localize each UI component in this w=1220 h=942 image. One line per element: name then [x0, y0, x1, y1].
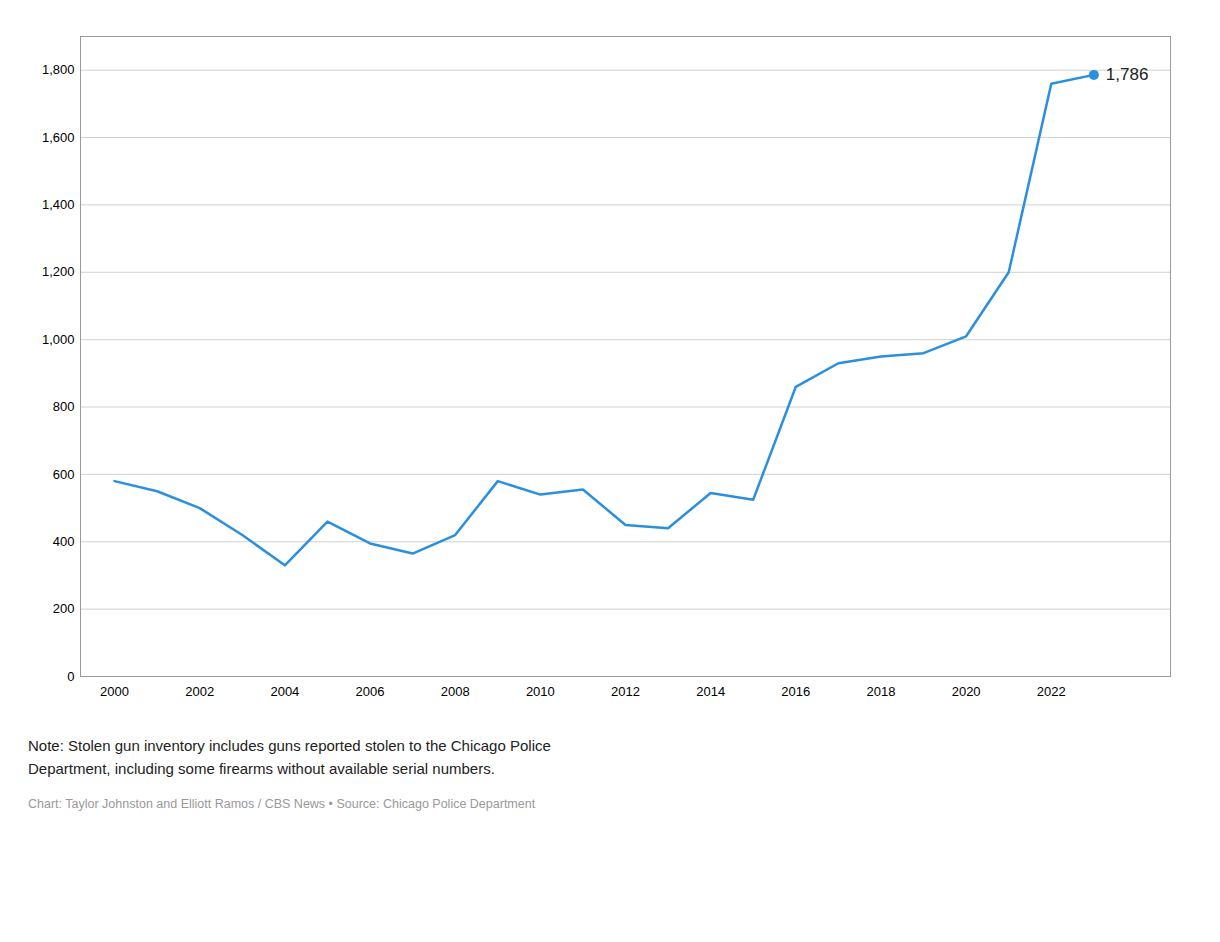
svg-text:1,786: 1,786: [1106, 65, 1149, 84]
svg-text:1,200: 1,200: [42, 264, 75, 279]
svg-text:2020: 2020: [952, 684, 981, 699]
svg-text:2000: 2000: [100, 684, 129, 699]
svg-text:2022: 2022: [1037, 684, 1066, 699]
svg-text:800: 800: [53, 399, 75, 414]
svg-text:2006: 2006: [356, 684, 385, 699]
svg-text:2012: 2012: [611, 684, 640, 699]
svg-text:200: 200: [53, 601, 75, 616]
svg-text:0: 0: [67, 669, 74, 684]
svg-text:400: 400: [53, 534, 75, 549]
svg-text:1,400: 1,400: [42, 197, 75, 212]
svg-text:2014: 2014: [696, 684, 725, 699]
svg-text:2008: 2008: [441, 684, 470, 699]
html-text:Chart: Taylor Johnston and Ell: Chart: Taylor Johnston and Elliott Ramos…: [28, 796, 536, 811]
svg-text:2004: 2004: [270, 684, 299, 699]
svg-text:2002: 2002: [185, 684, 214, 699]
svg-text:2010: 2010: [526, 684, 555, 699]
svg-text:2016: 2016: [781, 684, 810, 699]
svg-text:1,000: 1,000: [42, 332, 75, 347]
svg-text:600: 600: [53, 467, 75, 482]
svg-text:1,800: 1,800: [42, 62, 75, 77]
svg-text:2018: 2018: [867, 684, 896, 699]
svg-text:1,600: 1,600: [42, 130, 75, 145]
html-text:Note: Stolen gun inventory inc: Note: Stolen gun inventory includes guns…: [28, 737, 551, 778]
